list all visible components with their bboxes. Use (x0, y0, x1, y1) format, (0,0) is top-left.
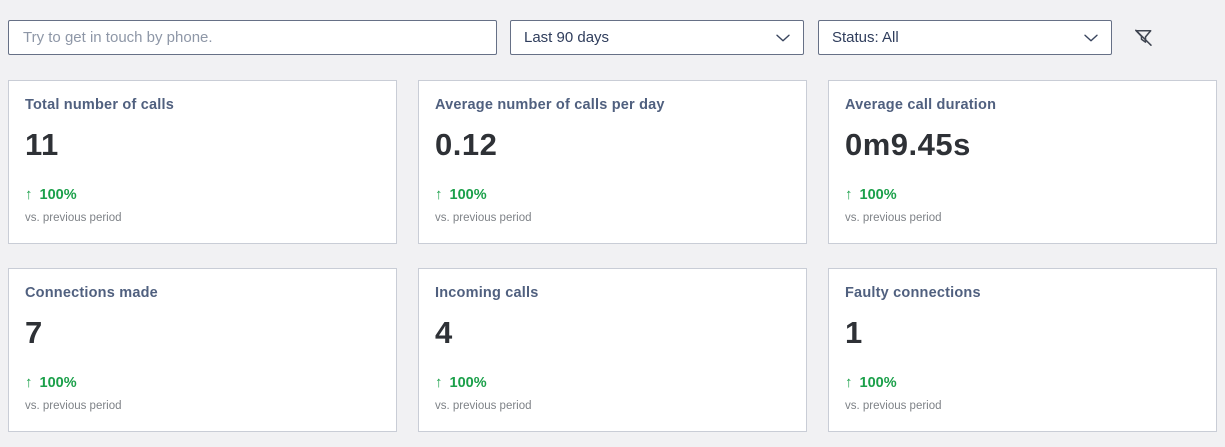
period-dropdown-value: Last 90 days (524, 29, 610, 46)
trend-up-arrow-icon: ↑ (435, 186, 443, 203)
trend-up-arrow-icon: ↑ (435, 374, 443, 391)
status-dropdown-value: Status: All (832, 29, 899, 46)
period-dropdown[interactable]: Last 90 days (510, 20, 804, 55)
stat-card-incoming-calls: Incoming calls 4 ↑ 100% vs. previous per… (418, 268, 807, 432)
card-value: 7 (25, 315, 43, 350)
card-value: 0m9.45s (845, 127, 971, 162)
comparison-label: vs. previous period (845, 212, 942, 224)
trend-indicator: ↑ 100% (845, 186, 1200, 203)
card-value: 1 (845, 315, 863, 350)
stat-card-faulty-connections: Faulty connections 1 ↑ 100% vs. previous… (828, 268, 1217, 432)
trend-indicator: ↑ 100% (435, 186, 790, 203)
trend-indicator: ↑ 100% (435, 374, 790, 391)
search-input[interactable] (8, 20, 497, 55)
filter-bar: Last 90 days Status: All (8, 20, 1217, 55)
comparison-label: vs. previous period (435, 212, 532, 224)
stat-card-avg-calls-per-day: Average number of calls per day 0.12 ↑ 1… (418, 80, 807, 244)
trend-value: 100% (39, 374, 77, 391)
trend-value: 100% (859, 186, 897, 203)
trend-indicator: ↑ 100% (25, 186, 380, 203)
trend-up-arrow-icon: ↑ (25, 186, 33, 203)
stats-card-grid: Total number of calls 11 ↑ 100% vs. prev… (8, 80, 1217, 432)
trend-value: 100% (859, 374, 897, 391)
card-title: Incoming calls (435, 285, 539, 301)
card-title: Average number of calls per day (435, 97, 665, 113)
stat-card-total-calls: Total number of calls 11 ↑ 100% vs. prev… (8, 80, 397, 244)
trend-indicator: ↑ 100% (25, 374, 380, 391)
card-title: Average call duration (845, 97, 997, 113)
filter-off-icon (1134, 29, 1152, 46)
trend-up-arrow-icon: ↑ (25, 374, 33, 391)
card-title: Total number of calls (25, 97, 174, 113)
card-value: 11 (25, 127, 59, 162)
card-value: 0.12 (435, 127, 498, 162)
comparison-label: vs. previous period (25, 212, 122, 224)
trend-up-arrow-icon: ↑ (845, 186, 853, 203)
status-dropdown[interactable]: Status: All (818, 20, 1112, 55)
chevron-down-icon (776, 34, 790, 41)
card-title: Faulty connections (845, 285, 981, 301)
card-value: 4 (435, 315, 453, 350)
card-title: Connections made (25, 285, 158, 301)
comparison-label: vs. previous period (435, 400, 532, 412)
trend-value: 100% (449, 374, 487, 391)
comparison-label: vs. previous period (845, 400, 942, 412)
chevron-down-icon (1084, 34, 1098, 41)
clear-filters-button[interactable] (1128, 23, 1158, 53)
trend-value: 100% (449, 186, 487, 203)
trend-indicator: ↑ 100% (845, 374, 1200, 391)
trend-up-arrow-icon: ↑ (845, 374, 853, 391)
comparison-label: vs. previous period (25, 400, 122, 412)
stat-card-avg-call-duration: Average call duration 0m9.45s ↑ 100% vs.… (828, 80, 1217, 244)
trend-value: 100% (39, 186, 77, 203)
stat-card-connections-made: Connections made 7 ↑ 100% vs. previous p… (8, 268, 397, 432)
